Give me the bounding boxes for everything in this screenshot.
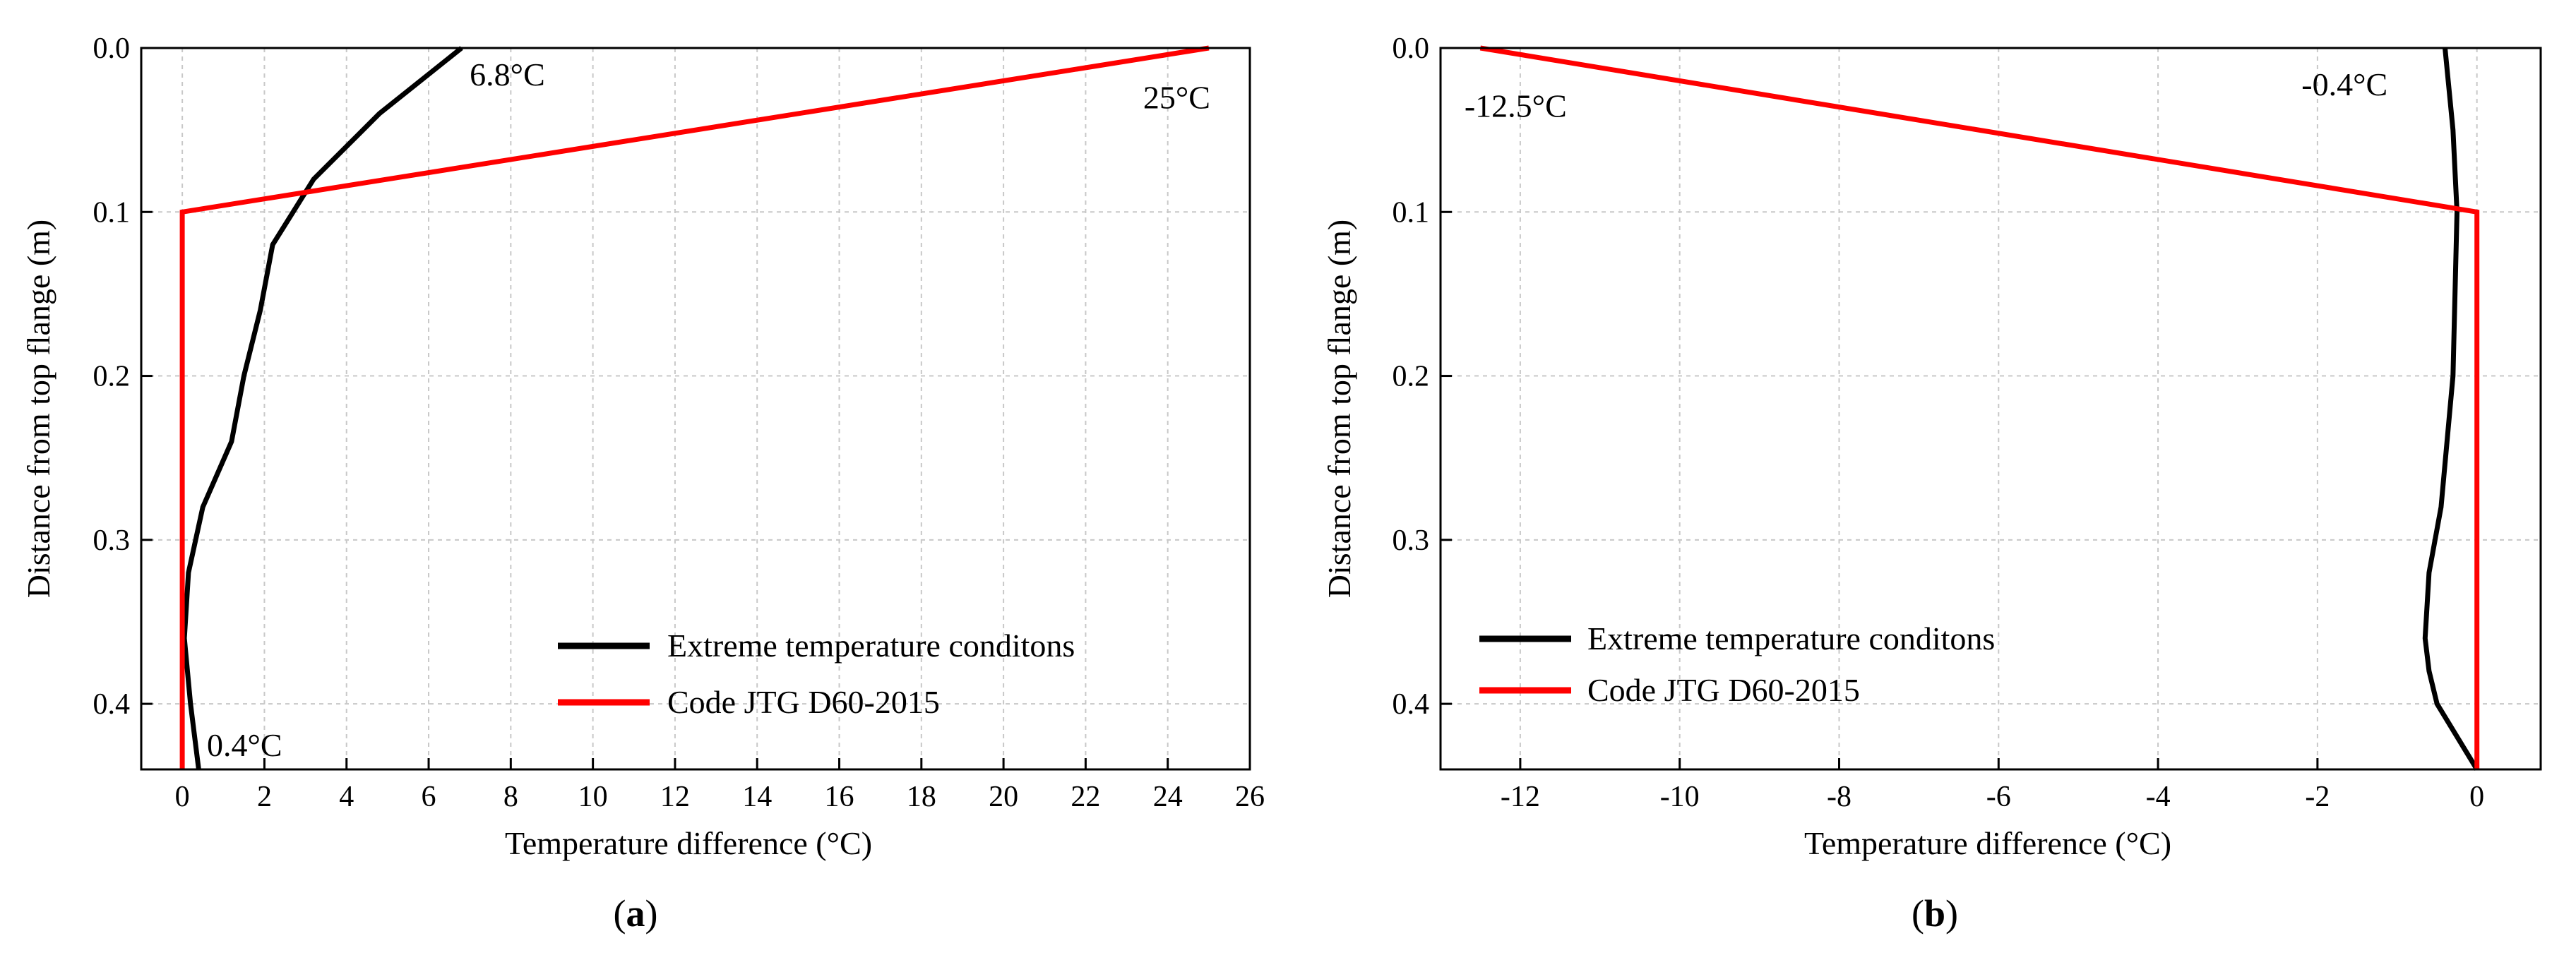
panel-b-annotations: -12.5°C -0.4°C — [1465, 66, 2387, 124]
panel-b-legend-label-code: Code JTG D60-2015 — [1587, 672, 1860, 708]
series-line-extreme-temperature — [181, 46, 463, 770]
x-tick-label: 20 — [989, 781, 1018, 813]
x-tick-label: 14 — [742, 781, 772, 813]
panel-b-legend: Extreme temperature conditons Code JTG D… — [1479, 620, 1995, 708]
x-tick-label: 18 — [907, 781, 936, 813]
y-tick-label: 0.1 — [1393, 196, 1430, 229]
x-tick-label: 8 — [503, 781, 518, 813]
value-annotation: 6.8°C — [470, 56, 545, 92]
panel-a-legend-label-extreme: Extreme temperature conditons — [667, 628, 1075, 664]
panel-b-grid — [1441, 48, 2541, 769]
panel-a-x-axis-title: Temperature difference (°C) — [505, 825, 872, 861]
value-annotation: 25°C — [1143, 80, 1210, 116]
panel-a-plot-frame — [140, 47, 1251, 771]
x-tick-label: 22 — [1071, 781, 1100, 813]
x-tick-label: 26 — [1235, 781, 1265, 813]
x-tick-label: -6 — [1986, 781, 2011, 813]
panel-b-x-axis-title: Temperature difference (°C) — [1804, 825, 2171, 861]
series-line-code-jtg-d60-2015 — [179, 45, 1210, 769]
x-tick-label: 16 — [825, 781, 854, 813]
y-tick-label: 0.2 — [1393, 361, 1430, 393]
panel-a-legend-label-code: Code JTG D60-2015 — [667, 684, 940, 720]
x-tick-label: 10 — [578, 781, 608, 813]
panel-a-annotations: 6.8°C 25°C 0.4°C — [207, 56, 1210, 763]
panel-b-y-axis-title: Distance from top flange (m) — [1321, 220, 1357, 598]
y-tick-label: 0.3 — [1393, 524, 1430, 557]
x-tick-label: -2 — [2305, 781, 2330, 813]
value-annotation: 0.4°C — [207, 727, 282, 763]
y-tick-label: 0.1 — [93, 196, 131, 229]
panel-b-x-ticks: -12 -10 -8 -6 -4 -2 0 — [1501, 758, 2484, 813]
panel-b-label: (b) — [1912, 892, 1958, 935]
panel-b: -12 -10 -8 -6 -4 -2 0 0.0 0.1 0.2 0.3 0.4 Temperat… — [1321, 32, 2542, 935]
panel-a-grid — [141, 48, 1250, 769]
x-tick-label: 12 — [660, 781, 690, 813]
y-tick-label: 0.4 — [1393, 688, 1430, 721]
panel-b-legend-label-extreme: Extreme temperature conditons — [1587, 620, 1995, 656]
series-line-code-jtg-d60-2015 — [1479, 45, 2480, 769]
panel-b-y-ticks: 0.0 0.1 0.2 0.3 0.4 — [1393, 32, 1452, 721]
y-tick-label: 0.3 — [93, 524, 131, 557]
x-tick-label: 6 — [422, 781, 436, 813]
value-annotation: -12.5°C — [1465, 88, 1567, 124]
y-tick-label: 0.0 — [93, 32, 131, 65]
x-tick-label: 0 — [175, 781, 190, 813]
y-tick-label: 0.2 — [93, 361, 131, 393]
x-tick-label: 0 — [2469, 781, 2484, 813]
x-tick-label: 2 — [257, 781, 272, 813]
x-tick-label: -8 — [1827, 781, 1852, 813]
y-tick-label: 0.0 — [1393, 32, 1430, 65]
x-tick-label: 4 — [339, 781, 354, 813]
panel-a: 0 2 4 6 8 10 12 14 16 18 20 22 24 26 0.00.10.20.30.4 … — [20, 32, 1265, 935]
x-tick-label: -4 — [2146, 781, 2171, 813]
panel-a-legend: Extreme temperature conditons Code JTG D… — [558, 628, 1075, 720]
x-tick-label: 24 — [1153, 781, 1183, 813]
panel-a-x-ticks: 0 2 4 6 8 10 12 14 16 18 20 22 24 26 — [175, 758, 1265, 813]
panel-a-series — [179, 45, 1210, 770]
panel-b-series — [1479, 45, 2480, 771]
panel-a-y-axis-title: Distance from top flange (m) — [20, 220, 56, 598]
y-tick-label: 0.4 — [93, 688, 131, 721]
x-tick-label: -12 — [1501, 781, 1540, 813]
series-line-extreme-temperature — [2422, 47, 2479, 771]
x-tick-label: -10 — [1660, 781, 1700, 813]
panel-a-y-ticks: 0.0 0.1 0.2 0.3 0.4 — [93, 32, 153, 721]
panel-b-plot-frame — [1439, 47, 2542, 771]
value-annotation: -0.4°C — [2301, 66, 2387, 102]
panel-a-label: (a) — [614, 892, 658, 935]
